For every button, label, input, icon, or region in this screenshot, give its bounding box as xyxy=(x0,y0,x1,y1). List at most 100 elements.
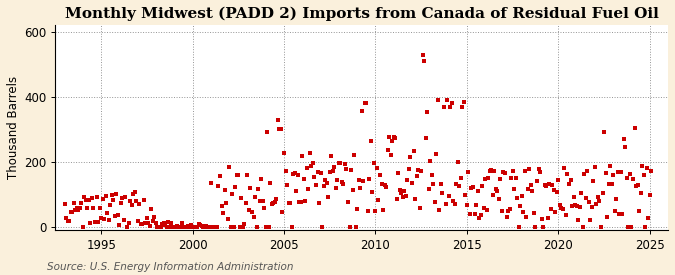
Point xyxy=(637,163,647,168)
Point xyxy=(612,170,623,174)
Point xyxy=(300,199,310,204)
Point xyxy=(421,136,431,140)
Point xyxy=(154,225,165,229)
Point xyxy=(616,170,626,174)
Point xyxy=(629,125,640,130)
Point xyxy=(306,164,317,169)
Point xyxy=(219,188,230,192)
Point xyxy=(173,224,184,229)
Point xyxy=(303,187,314,191)
Point xyxy=(246,210,257,214)
Point xyxy=(576,190,587,195)
Point xyxy=(406,181,417,185)
Point xyxy=(550,210,561,215)
Point xyxy=(161,225,172,229)
Point xyxy=(217,211,228,215)
Point xyxy=(132,219,143,223)
Point xyxy=(193,222,204,226)
Point xyxy=(562,172,573,177)
Point xyxy=(362,208,373,213)
Point xyxy=(566,204,577,208)
Point xyxy=(634,209,645,214)
Point xyxy=(481,208,492,212)
Point xyxy=(82,206,92,211)
Point xyxy=(205,181,216,185)
Point xyxy=(434,208,445,213)
Point xyxy=(62,219,73,223)
Point xyxy=(542,216,553,221)
Point xyxy=(572,218,583,222)
Point xyxy=(252,187,263,191)
Point xyxy=(318,184,329,189)
Point xyxy=(137,222,148,226)
Point xyxy=(225,225,236,229)
Title: Monthly Midwest (PADD 2) Imports from Canada of Residual Fuel Oil: Monthly Midwest (PADD 2) Imports from Ca… xyxy=(65,7,659,21)
Point xyxy=(288,172,298,176)
Point xyxy=(446,101,457,105)
Point xyxy=(518,210,529,214)
Point xyxy=(539,183,550,187)
Point xyxy=(268,200,279,205)
Point xyxy=(480,177,491,181)
Point xyxy=(68,201,79,205)
Point xyxy=(180,225,190,229)
Point xyxy=(152,224,163,229)
Point xyxy=(402,178,413,182)
Point xyxy=(350,225,361,229)
Point xyxy=(427,173,437,177)
Point xyxy=(257,199,268,203)
Point xyxy=(108,198,119,203)
Point xyxy=(641,165,652,170)
Point xyxy=(503,208,514,213)
Point xyxy=(187,225,198,229)
Point xyxy=(614,212,624,216)
Point xyxy=(304,151,315,155)
Point xyxy=(102,211,113,216)
Point xyxy=(608,173,618,177)
Point xyxy=(78,225,88,229)
Point xyxy=(541,183,551,188)
Point xyxy=(221,201,232,205)
Point xyxy=(565,177,576,182)
Point xyxy=(491,187,502,191)
Point xyxy=(493,197,504,202)
Point xyxy=(72,206,82,210)
Point xyxy=(261,225,271,229)
Point xyxy=(390,136,401,140)
Point xyxy=(431,152,442,156)
Point xyxy=(228,225,239,229)
Point xyxy=(462,203,472,207)
Point xyxy=(166,221,177,225)
Point xyxy=(298,177,309,181)
Point xyxy=(95,206,105,211)
Point xyxy=(375,173,385,177)
Point xyxy=(440,202,451,207)
Point xyxy=(74,206,85,210)
Point xyxy=(67,210,78,214)
Point xyxy=(158,221,169,225)
Point xyxy=(379,183,390,187)
Point xyxy=(452,160,463,164)
Point xyxy=(285,200,296,205)
Point xyxy=(122,224,132,229)
Point xyxy=(441,98,452,102)
Point xyxy=(529,210,539,215)
Point xyxy=(333,160,344,165)
Point xyxy=(601,215,612,219)
Point xyxy=(73,208,84,213)
Point xyxy=(105,203,115,207)
Point xyxy=(207,225,218,229)
Point xyxy=(527,189,538,193)
Point xyxy=(551,190,562,194)
Point xyxy=(512,196,522,201)
Point xyxy=(332,178,343,182)
Point xyxy=(498,170,509,175)
Point xyxy=(202,225,213,229)
Point xyxy=(216,204,227,208)
Point xyxy=(234,225,245,229)
Point xyxy=(131,199,142,204)
Point xyxy=(635,191,646,195)
Point xyxy=(314,201,325,205)
Point xyxy=(222,216,233,221)
Point xyxy=(623,225,634,229)
